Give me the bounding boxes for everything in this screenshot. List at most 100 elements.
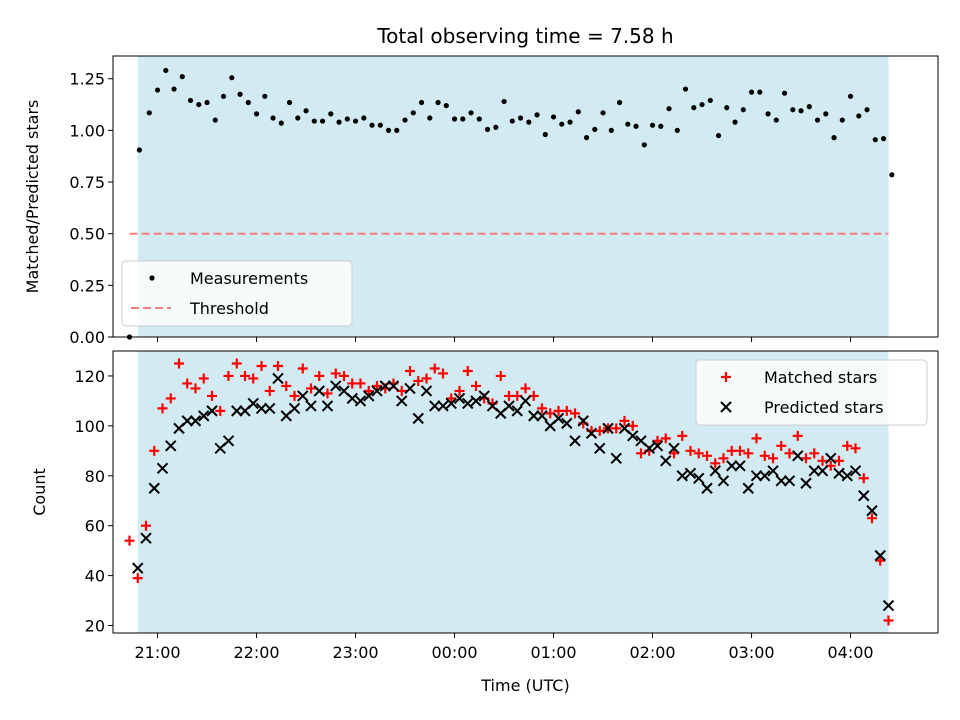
- matched-star-point: [834, 455, 844, 466]
- matched-star-point: [792, 430, 803, 441]
- predicted-star-point: [569, 435, 581, 447]
- matched-star-point: [652, 435, 663, 446]
- predicted-star-point: [552, 412, 565, 425]
- top-panel-frame: [112, 55, 939, 338]
- matched-star-point: [124, 535, 135, 546]
- predicted-star-point: [759, 470, 771, 482]
- measurement-point: [303, 108, 309, 114]
- y-tick-label: 100: [74, 417, 105, 436]
- predicted-star-point: [841, 470, 853, 482]
- matched-star-point: [520, 383, 531, 394]
- matched-star-point: [429, 363, 440, 374]
- matched-star-point: [817, 455, 828, 466]
- measurement-point: [550, 114, 557, 120]
- predicted-star-point: [726, 460, 738, 472]
- measurement-point: [526, 119, 532, 125]
- bottom-panel-y-ticks: 20 40 60 80 100 120: [74, 367, 113, 636]
- predicted-star-point: [462, 397, 474, 410]
- matched-star-point: [446, 393, 457, 404]
- measurement-point: [460, 116, 466, 122]
- matched-star-point: [248, 373, 259, 384]
- measurement-point: [286, 99, 293, 106]
- measurement-point: [575, 109, 581, 115]
- measurement-point: [295, 115, 301, 121]
- y-tick-label: 1.25: [69, 70, 105, 89]
- predicted-star-point: [536, 410, 548, 422]
- predicted-star-point: [437, 400, 449, 412]
- y-tick-label: 0.75: [69, 173, 105, 192]
- measurement-point: [625, 121, 631, 127]
- x-tick-label: 00:00: [431, 643, 477, 662]
- legend-box: [695, 359, 928, 426]
- measurement-point: [658, 123, 664, 129]
- matched-star-point: [264, 385, 275, 396]
- matched-star-point: [702, 450, 712, 461]
- measurement-point: [699, 101, 705, 108]
- matched-star-point: [372, 380, 382, 391]
- measurement-point: [682, 86, 689, 92]
- top-y-axis-label: Matched/Predicted stars: [23, 100, 42, 294]
- matched-star-point: [759, 450, 770, 461]
- measurement-point: [262, 93, 268, 99]
- predicted-star-point: [305, 400, 317, 412]
- matched-star-point: [132, 573, 143, 584]
- measurement-point: [146, 110, 152, 116]
- measurement-point: [831, 135, 837, 141]
- measurement-point: [237, 91, 243, 97]
- predicted-star-point: [660, 455, 672, 467]
- predicted-star-point: [528, 410, 540, 422]
- predicted-star-point: [420, 385, 433, 397]
- predicted-star-point: [684, 467, 697, 479]
- predicted-star-point: [478, 390, 490, 402]
- matched-star-point: [413, 375, 424, 386]
- measurement-point: [344, 116, 350, 122]
- measurement-point: [872, 137, 878, 143]
- y-tick-label: 0.00: [69, 328, 105, 347]
- matched-star-point: [784, 448, 795, 459]
- matched-star-point: [751, 433, 762, 444]
- measurement-point: [468, 110, 474, 116]
- predicted-star-point: [330, 380, 342, 392]
- bottom-panel-frame: [112, 350, 939, 634]
- measurement-point: [311, 118, 317, 124]
- measurement-point: [839, 117, 845, 123]
- legend-label: Matched stars: [764, 368, 877, 387]
- measurement-point: [666, 106, 672, 112]
- y-tick-label: 40: [85, 567, 105, 586]
- predicted-star-point: [198, 410, 210, 422]
- measurement-point: [171, 86, 177, 92]
- predicted-star-point: [412, 412, 424, 425]
- matched-star-point: [875, 555, 886, 566]
- predicted-star-point: [404, 382, 416, 395]
- y-tick-label: 20: [85, 617, 105, 636]
- matched-star-point: [273, 360, 283, 371]
- predicted-star-point: [313, 385, 325, 397]
- legend-x-icon: [720, 401, 732, 413]
- matched-star-point: [570, 408, 580, 419]
- predicted-star-point: [610, 452, 622, 465]
- predicted-star-point: [363, 390, 375, 402]
- measurement-point: [600, 110, 606, 116]
- measurement-point: [732, 119, 738, 125]
- x-tick-label: 02:00: [629, 643, 675, 662]
- matched-star-point: [561, 405, 572, 416]
- measurement-point: [740, 107, 746, 113]
- predicted-star-point: [792, 450, 804, 462]
- measurement-point: [402, 117, 408, 123]
- matched-star-point: [685, 445, 696, 456]
- predicted-star-point: [519, 395, 532, 407]
- bottom-y-axis-label: Count: [30, 468, 49, 516]
- legend-plus-icon: [721, 372, 731, 382]
- predicted-star-point: [858, 490, 870, 502]
- measurement-point: [715, 132, 722, 139]
- matched-star-point: [495, 370, 506, 381]
- matched-star-point: [421, 373, 432, 384]
- matched-star-point: [660, 433, 671, 444]
- matched-star-point: [809, 448, 820, 459]
- predicted-star-point: [288, 402, 301, 415]
- measurement-point: [748, 89, 755, 95]
- matched-star-point: [619, 415, 630, 426]
- bottom-panel-x-ticks: 21:00 22:00 23:00 00:00 01:00 02:00 03:00 04:00: [134, 633, 874, 662]
- predicted-star-point: [470, 395, 482, 407]
- measurement-point: [856, 113, 862, 119]
